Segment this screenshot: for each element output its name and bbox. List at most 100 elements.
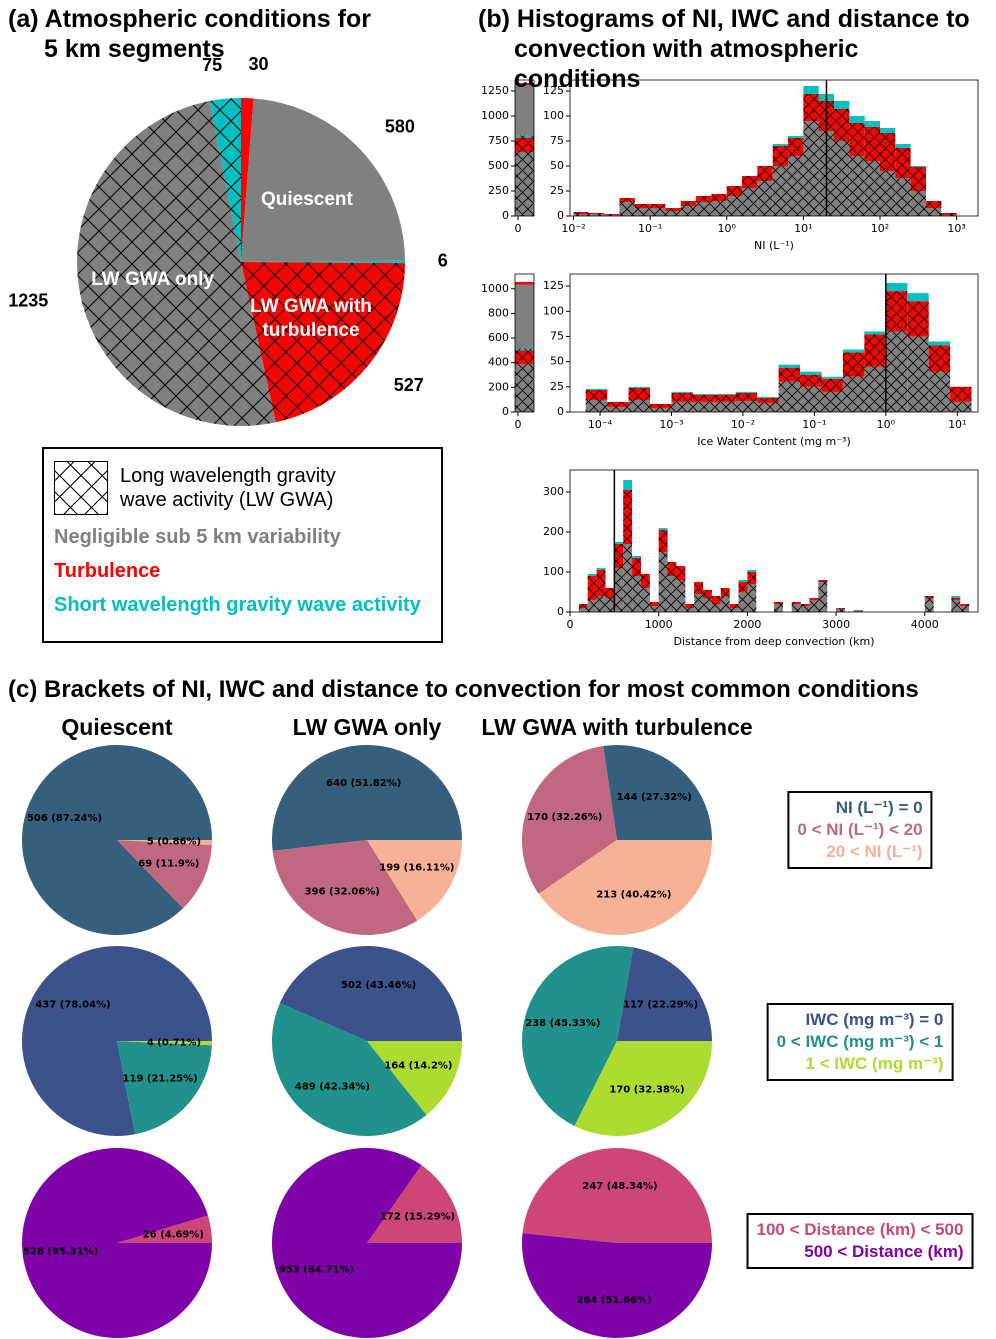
pie-slice: [522, 1233, 712, 1338]
hatch: [696, 202, 712, 216]
hatch: [950, 401, 972, 412]
axes-frame: [514, 273, 535, 413]
hatch: [747, 584, 757, 612]
hatch: [941, 215, 957, 216]
histogram-bar: [585, 388, 608, 390]
legend-entry: Short wavelength gravity wave activity: [54, 593, 431, 617]
legend-entry: Long wavelength gravity wave activity (L…: [54, 461, 431, 515]
hatch: [628, 387, 651, 400]
hatch: [928, 345, 951, 372]
slice-label: 489 (42.34%): [295, 1081, 370, 1092]
legend-label: Turbulence: [54, 560, 161, 582]
hatch: [960, 604, 970, 606]
histogram-bar: [628, 386, 651, 388]
hatch: [667, 576, 677, 612]
y-tick-label: 75: [550, 134, 564, 147]
hatch: [515, 348, 534, 351]
histogram-bar: [757, 396, 779, 398]
hatch: [665, 208, 681, 211]
pie-slice: [367, 1041, 462, 1115]
legend-label: 1 < IWC (mg m⁻³): [805, 1054, 944, 1073]
slice-value: 75: [202, 55, 222, 75]
x-tick-label: 10⁻²: [731, 418, 755, 431]
hatch: [515, 152, 534, 216]
hatch: [849, 156, 865, 216]
hatch: [738, 582, 748, 592]
hatch: [729, 604, 739, 608]
hatch: [676, 566, 686, 580]
x-tick-label: 3000: [822, 618, 850, 631]
y-tick-label: 25: [550, 184, 564, 197]
slice-label: 437 (78.04%): [35, 1000, 110, 1011]
x-tick-label: 1000: [645, 618, 673, 631]
hatch: [726, 196, 742, 216]
y-tick-label: 400: [488, 356, 509, 369]
slice-label: 953 (84.71%): [279, 1264, 354, 1275]
hatch: [605, 588, 615, 598]
y-tick-label: 50: [550, 355, 564, 368]
hatch: [836, 608, 845, 609]
legend-label: Negligible sub 5 km variability: [54, 526, 341, 548]
hatch: [960, 606, 970, 612]
histogram-bar: [885, 283, 908, 292]
pie-slice: [117, 1041, 212, 1046]
pie-slice: [617, 947, 712, 1041]
hatch: [596, 570, 606, 596]
y-tick-label: 125: [543, 279, 564, 292]
hatch: [714, 394, 736, 402]
hatch: [788, 138, 804, 156]
hatch: [711, 604, 721, 612]
hatch: [578, 608, 588, 612]
hatch: [842, 352, 865, 377]
y-tick-label: 25: [550, 380, 564, 393]
histogram-bar: [842, 349, 865, 353]
histogram-bar: [928, 341, 951, 346]
hatch: [607, 401, 629, 407]
hatch: [951, 598, 961, 600]
histogram-bar: [803, 86, 819, 94]
x-tick-label: 0: [567, 618, 574, 631]
legend-label: IWC (mg m⁻³) = 0: [805, 1010, 944, 1029]
y-tick-label: 100: [543, 565, 564, 578]
histogram-bar: [895, 144, 911, 148]
hatch: [628, 399, 651, 412]
histogram-bar: [671, 391, 693, 393]
pie-slice: [117, 1041, 212, 1135]
y-tick-label: 800: [488, 306, 509, 319]
hatch: [864, 334, 886, 367]
hatch: [703, 598, 712, 612]
hatch: [924, 598, 934, 612]
hatch: [587, 600, 597, 612]
axes-frame: [569, 469, 979, 613]
slice-label: Quiescent: [260, 189, 353, 211]
hatch: [585, 389, 608, 400]
zero-bar: [515, 284, 534, 349]
legend: IWC (mg m⁻³) = 0 0 < IWC (mg m⁻³) < 1 1 < …: [766, 1003, 954, 1081]
slice-label: 69 (11.9%): [138, 859, 199, 870]
hatch: [809, 598, 819, 600]
hatch: [757, 166, 773, 181]
hatch: [573, 212, 589, 214]
y-tick-label: 0: [557, 209, 564, 222]
x-tick-label: 10⁻²: [561, 222, 585, 235]
slice-label: 164 (14.2%): [384, 1061, 452, 1072]
hatch: [747, 572, 757, 584]
slice-label: 238 (45.33%): [525, 1018, 600, 1029]
hatch: [720, 596, 730, 612]
y-tick-label: 0: [502, 209, 509, 222]
hatch: [726, 186, 742, 196]
histogram-bar: [907, 293, 929, 302]
slice-label: LW GWA only: [91, 269, 215, 291]
slice-value: 1235: [8, 290, 48, 310]
legend-label: 100 < Distance (km) < 500: [756, 1220, 964, 1239]
hatch: [849, 123, 865, 156]
x-tick-label: 10¹: [794, 222, 812, 235]
panel-b-title: (b) Histograms of NI, IWC and distance t…: [478, 5, 970, 93]
pie-slice: [367, 840, 462, 921]
hatch: [772, 166, 789, 216]
x-tick-label: 10²: [871, 222, 889, 235]
hatch: [640, 574, 650, 588]
histogram-bar: [692, 393, 715, 395]
pie-slice: [117, 1215, 212, 1243]
y-tick-label: 75: [550, 329, 564, 342]
